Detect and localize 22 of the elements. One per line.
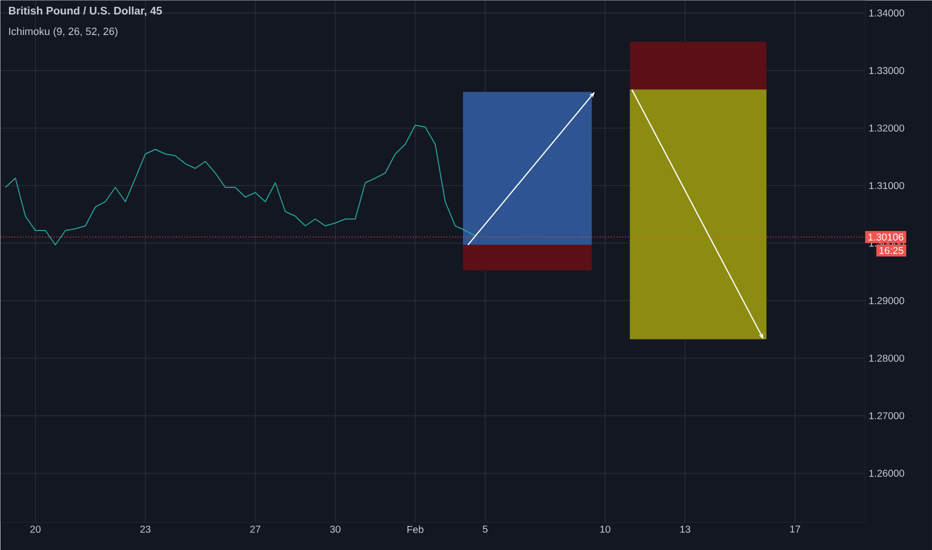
x-tick-label: 13 bbox=[680, 526, 690, 533]
y-tick-label: 1.33000 bbox=[869, 66, 904, 74]
x-tick-label: Feb bbox=[407, 526, 424, 533]
text: 16:25 bbox=[880, 246, 904, 254]
y-tick-label: 1.28000 bbox=[869, 354, 904, 362]
text: Ichimoku (9, 26, 52, 26) bbox=[9, 27, 118, 38]
x-tick-label: 30 bbox=[330, 526, 340, 533]
ref-line-label: 1.30106 bbox=[868, 233, 904, 241]
y-tick-label: 1.31000 bbox=[869, 182, 904, 190]
y-tick-label: 1.34000 bbox=[869, 9, 904, 16]
x-tick-label: 27 bbox=[250, 526, 260, 533]
y-tick-label: 1.32000 bbox=[869, 124, 904, 132]
y-tick-label: 1.27000 bbox=[869, 412, 904, 420]
x-tick-label: 10 bbox=[600, 526, 610, 533]
y-tick-label: 1.29000 bbox=[869, 297, 904, 304]
chart-title: British Pound / U.S. Dollar, 45 bbox=[8, 6, 162, 16]
x-tick-label: 17 bbox=[790, 526, 800, 532]
x-tick-label: 5 bbox=[482, 526, 488, 533]
y-tick-label: 1.26000 bbox=[869, 470, 904, 477]
x-tick-label: 23 bbox=[140, 526, 150, 533]
x-tick-label: 20 bbox=[30, 526, 41, 533]
line-series bbox=[4, 124, 476, 246]
